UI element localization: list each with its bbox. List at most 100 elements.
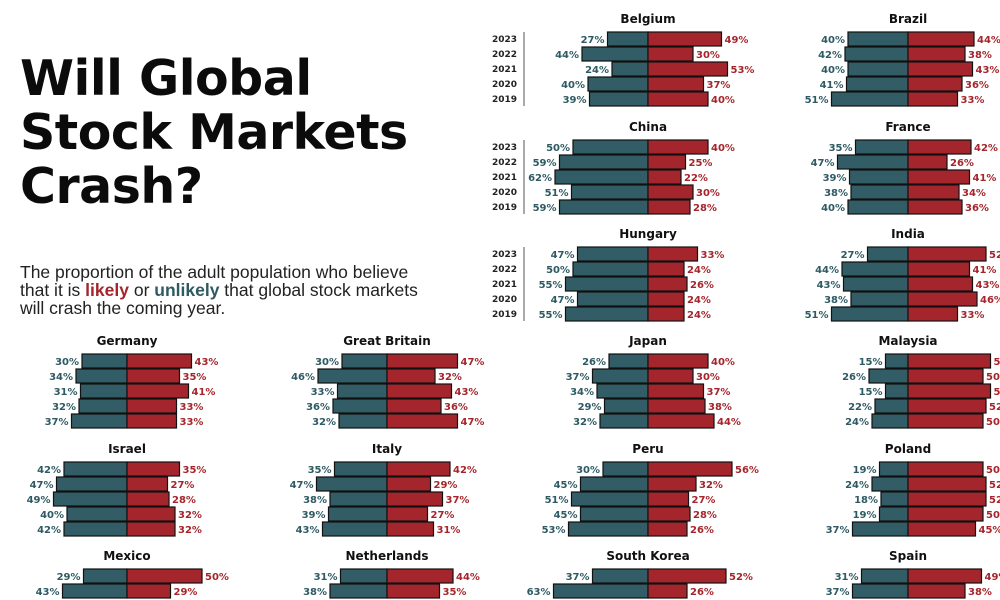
value-label-unlikely: 45%: [554, 510, 578, 521]
value-label-unlikely: 51%: [545, 188, 569, 199]
bar-likely: [386, 353, 459, 369]
value-label-likely: 29%: [434, 480, 458, 491]
value-label-unlikely: 37%: [826, 525, 850, 536]
value-label-likely: 43%: [976, 65, 1000, 76]
bar-likely: [647, 139, 709, 155]
value-label-unlikely: 43%: [36, 587, 60, 598]
bar-unlikely: [611, 61, 649, 77]
value-label-likely: 52%: [729, 572, 753, 583]
value-label-unlikely: 38%: [824, 188, 848, 199]
panel-italy: Italy 35% 42% 47% 29% 38% 37% 39% 27% 43% 31%: [290, 442, 477, 537]
bar-likely: [907, 521, 977, 537]
value-label-likely: 43%: [195, 357, 219, 368]
bar-unlikely: [82, 568, 128, 584]
bar-likely: [907, 91, 959, 107]
bar-likely: [647, 368, 694, 384]
value-label-unlikely: 51%: [545, 495, 569, 506]
bar-unlikely: [570, 184, 649, 200]
bar-likely: [647, 154, 687, 170]
value-label-unlikely: 47%: [811, 158, 835, 169]
bar-likely: [907, 568, 983, 584]
bar-likely: [647, 276, 688, 292]
subtitle-text: or: [128, 279, 155, 300]
value-label-likely: 52%: [989, 480, 1000, 491]
value-label-unlikely: 29%: [578, 402, 602, 413]
value-label-likely: 25%: [689, 158, 713, 169]
value-label-unlikely: 39%: [563, 95, 587, 106]
value-label-likely: 24%: [687, 265, 711, 276]
value-label-likely: 32%: [438, 372, 462, 383]
value-label-unlikely: 30%: [55, 357, 79, 368]
value-label-likely: 47%: [461, 357, 485, 368]
value-label-unlikely: 24%: [585, 65, 609, 76]
bar-likely: [126, 383, 190, 399]
bar-likely: [647, 31, 723, 47]
bar-unlikely: [579, 506, 649, 522]
bar-likely: [647, 169, 682, 185]
value-label-unlikely: 45%: [554, 480, 578, 491]
bar-unlikely: [579, 476, 649, 492]
panel-south-korea: South Korea 37% 52% 63% 26%: [527, 549, 753, 599]
bar-unlikely: [591, 368, 649, 384]
value-label-likely: 45%: [979, 525, 1000, 536]
panel-netherlands: Netherlands 31% 44% 38% 35%: [303, 549, 480, 599]
year-label: 2022: [492, 265, 517, 275]
bar-unlikely: [317, 368, 388, 384]
value-label-likely: 40%: [711, 95, 735, 106]
bar-likely: [647, 306, 685, 322]
panel-title: Malaysia: [878, 334, 937, 348]
value-label-unlikely: 27%: [841, 250, 865, 261]
bar-likely: [647, 383, 705, 399]
value-label-unlikely: 59%: [533, 203, 557, 214]
value-label-likely: 49%: [985, 572, 1000, 583]
value-label-unlikely: 39%: [823, 173, 847, 184]
value-label-unlikely: 47%: [290, 480, 314, 491]
value-label-unlikely: 51%: [805, 95, 829, 106]
bar-unlikely: [884, 353, 909, 369]
value-label-likely: 24%: [687, 295, 711, 306]
bar-unlikely: [315, 476, 388, 492]
bar-likely: [907, 383, 992, 399]
title-line: Crash?: [20, 158, 203, 215]
bar-likely: [386, 461, 451, 477]
bar-unlikely: [596, 383, 649, 399]
bar-unlikely: [608, 353, 649, 369]
bar-likely: [126, 353, 193, 369]
value-label-unlikely: 42%: [37, 465, 61, 476]
bar-unlikely: [75, 368, 128, 384]
bar-unlikely: [830, 91, 909, 107]
bar-unlikely: [842, 276, 909, 292]
value-label-likely: 49%: [725, 35, 749, 46]
year-label: 2023: [492, 143, 517, 153]
bar-likely: [647, 246, 699, 262]
value-label-unlikely: 43%: [296, 525, 320, 536]
value-label-unlikely: 37%: [826, 587, 850, 598]
value-label-unlikely: 19%: [853, 510, 877, 521]
value-label-likely: 52%: [989, 495, 1000, 506]
bar-likely: [907, 398, 987, 414]
panel-mexico: Mexico 29% 50% 43% 29%: [36, 549, 229, 599]
bar-unlikely: [66, 506, 128, 522]
value-label-unlikely: 53%: [542, 525, 566, 536]
bar-unlikely: [558, 199, 649, 215]
panel-israel: Israel 42% 35% 47% 27% 49% 28% 40% 32% 42% 32%: [27, 442, 207, 537]
panel-great-britain: Great Britain 30% 47% 46% 32% 33% 43% 36% 36% 32%…: [291, 334, 485, 429]
panel-title: Spain: [889, 549, 927, 563]
bar-unlikely: [63, 521, 128, 537]
value-label-unlikely: 44%: [815, 265, 839, 276]
value-label-likely: 36%: [444, 402, 468, 413]
bar-unlikely: [841, 261, 909, 277]
value-label-unlikely: 19%: [853, 465, 877, 476]
value-label-unlikely: 26%: [582, 357, 606, 368]
bar-likely: [907, 306, 959, 322]
bar-likely: [386, 491, 444, 507]
value-label-likely: 53%: [731, 65, 755, 76]
bar-likely: [126, 583, 172, 599]
value-label-likely: 37%: [707, 80, 731, 91]
bar-unlikely: [880, 491, 909, 507]
value-label-likely: 26%: [690, 587, 714, 598]
value-label-unlikely: 63%: [527, 587, 551, 598]
value-label-unlikely: 15%: [859, 387, 883, 398]
value-label-likely: 35%: [183, 465, 207, 476]
value-label-unlikely: 22%: [848, 402, 872, 413]
